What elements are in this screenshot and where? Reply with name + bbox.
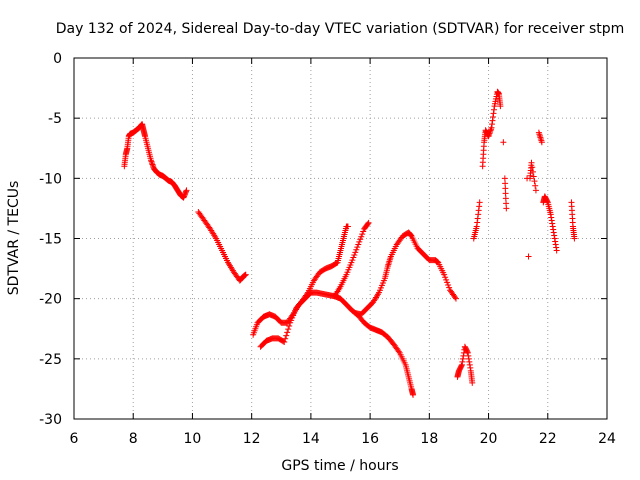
y-tick-label: -15: [39, 232, 62, 248]
data-point: [206, 224, 213, 231]
x-tick-label: 12: [243, 431, 261, 447]
data-point: [183, 187, 190, 194]
data-point: [359, 231, 366, 238]
y-tick-label: -25: [39, 352, 62, 368]
data-point: [352, 249, 359, 256]
data-point: [358, 233, 365, 240]
data-point: [285, 326, 292, 333]
data-point: [502, 185, 509, 192]
data-point: [357, 236, 364, 243]
data-point: [282, 335, 289, 342]
x-axis-label: GPS time / hours: [281, 458, 398, 474]
data-point: [502, 190, 509, 197]
x-tick-label: 6: [70, 431, 79, 447]
data-point: [501, 175, 508, 182]
data-point: [502, 195, 509, 202]
x-tick-label: 18: [420, 431, 438, 447]
data-point: [344, 223, 351, 230]
data-point: [281, 338, 288, 345]
data-point: [469, 379, 476, 386]
data-point: [242, 271, 249, 278]
data-point: [530, 173, 537, 180]
data-point: [532, 182, 539, 189]
data-point: [365, 219, 372, 226]
data-point: [571, 235, 578, 242]
x-tick-label: 16: [361, 431, 379, 447]
data-point: [360, 228, 367, 235]
data-point: [452, 295, 459, 302]
y-tick-label: 0: [53, 51, 62, 67]
data-point: [503, 205, 510, 212]
y-tick-label: -10: [39, 171, 62, 187]
data-point: [525, 253, 532, 260]
data-point: [476, 199, 483, 206]
y-axis-label: SDTVAR / TECUs: [6, 181, 22, 296]
data-point: [286, 322, 293, 329]
x-tick-label: 14: [302, 431, 320, 447]
chart-title: Day 132 of 2024, Sidereal Day-to-day VTE…: [56, 21, 625, 37]
data-point: [349, 257, 356, 264]
data-point: [350, 254, 357, 261]
data-point: [410, 391, 417, 398]
data-point: [442, 274, 449, 281]
data-point: [333, 260, 340, 267]
data-point: [532, 187, 539, 194]
data-point: [497, 103, 504, 110]
x-tick-label: 10: [184, 431, 202, 447]
data-point: [441, 271, 448, 278]
data-point: [354, 244, 361, 251]
x-tick-label: 24: [598, 431, 616, 447]
data-point: [451, 294, 458, 301]
data-point: [353, 246, 360, 253]
x-axis: 6 8 10 12 14 16 18 20 22 24: [70, 58, 616, 447]
data-point: [445, 282, 452, 289]
data-point: [529, 164, 536, 171]
data-point: [284, 329, 291, 336]
data-point: [529, 168, 536, 175]
data-point: [444, 279, 451, 286]
data-point: [538, 139, 545, 146]
data-point: [364, 220, 371, 227]
y-tick-label: -20: [39, 292, 62, 308]
data-point: [351, 251, 358, 258]
y-tick-label: -30: [39, 412, 62, 428]
x-tick-label: 22: [539, 431, 557, 447]
data-point: [303, 291, 310, 298]
data-point: [503, 200, 510, 207]
data-point: [283, 332, 290, 339]
data-point: [446, 284, 453, 291]
data-point: [395, 348, 402, 355]
data-point: [553, 247, 560, 254]
y-tick-label: -5: [48, 111, 62, 127]
x-tick-label: 8: [129, 431, 138, 447]
series-points: [121, 88, 578, 398]
data-point: [356, 238, 363, 245]
y-axis: 0 -5 -10 -15 -20 -25 -30: [39, 51, 607, 428]
data-point: [531, 178, 538, 185]
data-point: [502, 180, 509, 187]
data-point: [443, 276, 450, 283]
data-point: [528, 159, 535, 166]
data-point: [500, 139, 507, 146]
data-point: [355, 241, 362, 248]
x-tick-label: 20: [480, 431, 498, 447]
